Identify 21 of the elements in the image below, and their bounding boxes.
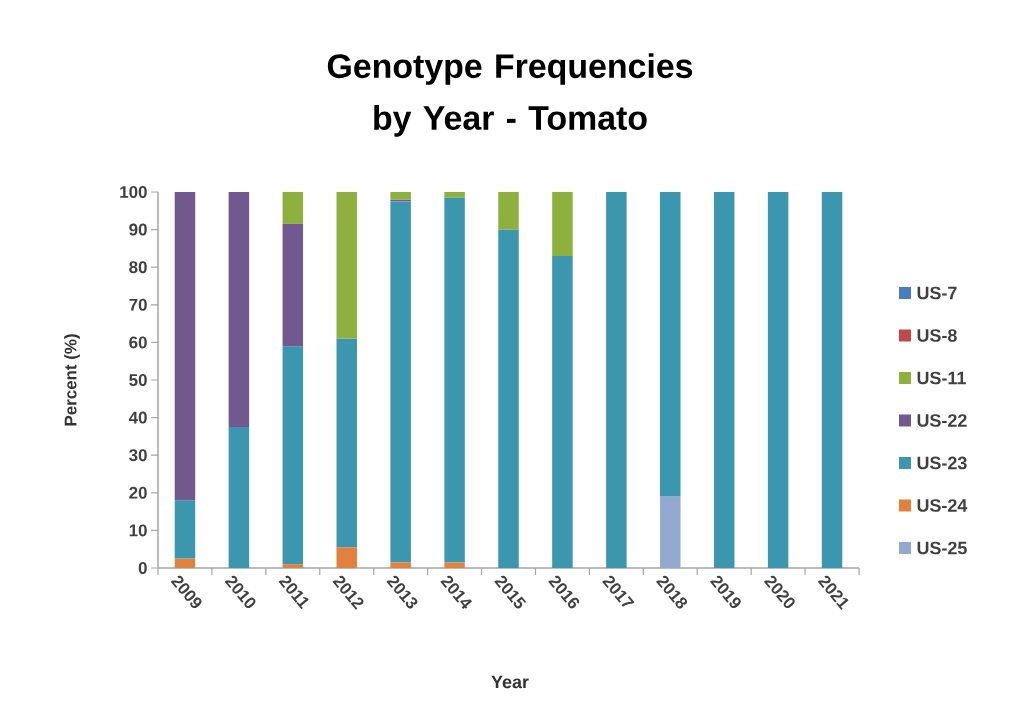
- y-tick-label: 0: [138, 561, 147, 574]
- legend-label: US-11: [917, 371, 966, 385]
- legend-label: US-22: [917, 414, 967, 427]
- legend-label: US-25: [917, 541, 967, 555]
- y-tick-label: 50: [129, 373, 147, 386]
- y-tick-label: 30: [129, 449, 147, 462]
- legend-label: US-24: [917, 499, 968, 512]
- legend-label: US-8: [917, 329, 957, 342]
- y-tick-label: 80: [129, 261, 147, 274]
- y-tick-label: 10: [129, 524, 147, 537]
- legend-label: US-7: [917, 286, 957, 300]
- y-tick-label: 100: [120, 185, 147, 198]
- y-tick-label: 60: [129, 336, 147, 349]
- y-tick-label: 40: [128, 411, 147, 424]
- x-axis-title: Year: [491, 675, 529, 689]
- y-tick-label: 20: [129, 486, 147, 499]
- y-tick-label: 90: [129, 223, 147, 236]
- legend-label: US-23: [917, 456, 967, 470]
- y-tick-label: 70: [129, 298, 147, 311]
- chart-title: Genotype Frequencies by Year - Tomato: [327, 53, 693, 137]
- y-axis-title: Percent (%): [64, 334, 80, 426]
